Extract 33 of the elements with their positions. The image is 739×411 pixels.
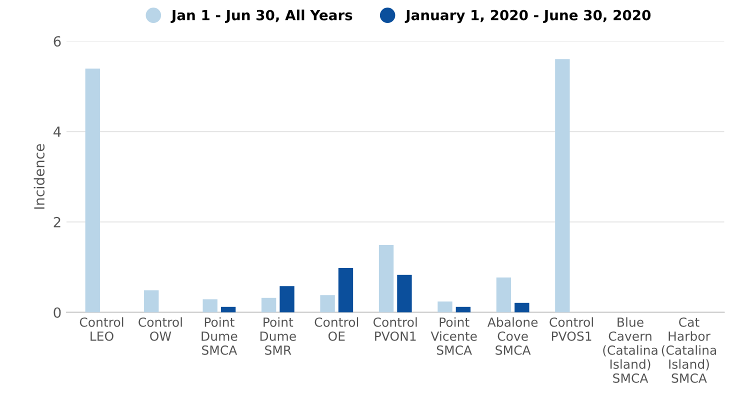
bar: [144, 290, 159, 312]
bar: [202, 299, 218, 312]
y-tick-label: 0: [54, 307, 61, 318]
x-tick-label: Control PVON1: [373, 317, 417, 341]
y-tick-label: 6: [54, 36, 61, 47]
x-tick-label: Control PVOS1: [550, 317, 593, 341]
bar: [220, 306, 236, 312]
bar: [338, 268, 354, 312]
bar: [514, 302, 530, 312]
y-axis-title: Incidence: [34, 144, 45, 209]
bar: [320, 295, 335, 312]
y-tick-label: 4: [53, 126, 61, 137]
bar: [261, 298, 276, 312]
x-tick-label: Blue Cavern (Catalina Island) SMCA: [603, 317, 658, 383]
bar: [378, 244, 394, 312]
x-tick-label: Control OW: [138, 317, 182, 341]
legend-label: January 1, 2020 - June 30, 2020: [404, 10, 651, 24]
x-tick-label: Point Dume SMR: [260, 317, 296, 355]
x-tick-label: Control OE: [314, 317, 358, 341]
bar: [496, 278, 512, 312]
legend-label: Jan 1 - Jun 30, All Years: [170, 10, 352, 23]
x-tick-label: Cat Harbor (Catalina Island) SMCA: [662, 317, 716, 383]
bar: [85, 68, 100, 312]
x-tick-label: Point Vicente SMCA: [430, 317, 477, 355]
x-tick-label: Abalone Cove SMCA: [487, 317, 538, 355]
y-tick-label: 2: [54, 216, 60, 228]
bar: [555, 59, 570, 312]
x-tick-label: Control LEO: [80, 317, 124, 341]
bar: [456, 306, 471, 312]
x-tick-label: Point Dume SMCA: [202, 317, 238, 355]
bar: [397, 274, 412, 312]
bar: [280, 286, 294, 312]
bar: [438, 302, 452, 312]
